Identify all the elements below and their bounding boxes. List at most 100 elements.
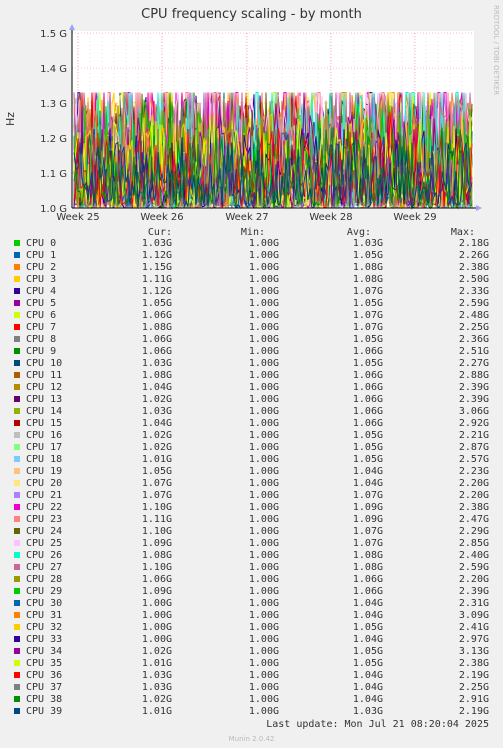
legend-swatch xyxy=(14,708,20,714)
legend-cur: 1.02G xyxy=(142,694,172,705)
legend-avg: 1.06G xyxy=(353,418,383,429)
legend: CPU 0 1.03G 1.00G 1.03G 2.18G CPU 1 1.12G 1.00G… xyxy=(14,238,489,717)
legend-row: CPU 31 1.00G 1.00G 1.04G 3.09G xyxy=(14,610,489,621)
legend-name: CPU 34 xyxy=(26,646,62,657)
legend-swatch xyxy=(14,300,20,306)
legend-row: CPU 22 1.10G 1.00G 1.09G 2.38G xyxy=(14,502,489,513)
legend-swatch xyxy=(14,504,20,510)
legend-max: 2.26G xyxy=(459,250,489,261)
legend-name: CPU 27 xyxy=(26,562,62,573)
legend-max: 2.88G xyxy=(459,370,489,381)
legend-swatch xyxy=(14,348,20,354)
legend-cur: 1.00G xyxy=(142,598,172,609)
legend-name: CPU 24 xyxy=(26,526,62,537)
chart-title: CPU frequency scaling - by month xyxy=(141,7,362,22)
legend-max: 2.57G xyxy=(459,454,489,465)
legend-min: 1.00G xyxy=(249,478,279,489)
legend-min: 1.00G xyxy=(249,694,279,705)
legend-swatch xyxy=(14,420,20,426)
legend-swatch xyxy=(14,600,20,606)
legend-cur: 1.07G xyxy=(142,490,172,501)
legend-swatch xyxy=(14,432,20,438)
legend-swatch xyxy=(14,564,20,570)
legend-max: 2.18G xyxy=(459,238,489,249)
legend-cur: 1.00G xyxy=(142,634,172,645)
y-tick-label: 1.4 G xyxy=(40,64,67,75)
legend-min: 1.00G xyxy=(249,550,279,561)
legend-row: CPU 8 1.06G 1.00G 1.05G 2.36G xyxy=(14,334,489,345)
legend-cur: 1.01G xyxy=(142,658,172,669)
legend-name: CPU 33 xyxy=(26,634,62,645)
legend-row: CPU 18 1.01G 1.00G 1.05G 2.57G xyxy=(14,454,489,465)
series-lines xyxy=(73,90,473,210)
legend-name: CPU 23 xyxy=(26,514,62,525)
legend-min: 1.00G xyxy=(249,310,279,321)
legend-name: CPU 14 xyxy=(26,406,62,417)
legend-cur: 1.05G xyxy=(142,298,172,309)
legend-max: 2.27G xyxy=(459,358,489,369)
legend-avg: 1.06G xyxy=(353,370,383,381)
legend-swatch xyxy=(14,372,20,378)
legend-row: CPU 25 1.09G 1.00G 1.07G 2.85G xyxy=(14,538,489,549)
legend-min: 1.00G xyxy=(249,502,279,513)
legend-max: 2.51G xyxy=(459,346,489,357)
legend-min: 1.00G xyxy=(249,574,279,585)
legend-avg: 1.05G xyxy=(353,454,383,465)
legend-row: CPU 23 1.11G 1.00G 1.09G 2.47G xyxy=(14,514,489,525)
legend-avg: 1.07G xyxy=(353,538,383,549)
legend-max: 2.21G xyxy=(459,430,489,441)
legend-min: 1.00G xyxy=(249,346,279,357)
legend-avg: 1.06G xyxy=(353,346,383,357)
legend-swatch xyxy=(14,384,20,390)
legend-cur: 1.00G xyxy=(142,610,172,621)
legend-min: 1.00G xyxy=(249,526,279,537)
legend-avg: 1.06G xyxy=(353,574,383,585)
legend-name: CPU 25 xyxy=(26,538,62,549)
legend-cur: 1.10G xyxy=(142,502,172,513)
legend-avg: 1.07G xyxy=(353,310,383,321)
legend-avg: 1.08G xyxy=(353,550,383,561)
legend-row: CPU 36 1.03G 1.00G 1.04G 2.19G xyxy=(14,670,489,681)
legend-swatch xyxy=(14,672,20,678)
legend-max: 2.31G xyxy=(459,598,489,609)
legend-cur: 1.03G xyxy=(142,670,172,681)
legend-min: 1.00G xyxy=(249,370,279,381)
legend-row: CPU 0 1.03G 1.00G 1.03G 2.18G xyxy=(14,238,489,249)
legend-name: CPU 37 xyxy=(26,682,62,693)
x-tick-label: Week 26 xyxy=(140,212,183,223)
legend-max: 2.39G xyxy=(459,394,489,405)
legend-row: CPU 29 1.09G 1.00G 1.06G 2.39G xyxy=(14,586,489,597)
legend-row: CPU 19 1.05G 1.00G 1.04G 2.23G xyxy=(14,466,489,477)
legend-cur: 1.08G xyxy=(142,322,172,333)
legend-avg: 1.05G xyxy=(353,334,383,345)
legend-swatch xyxy=(14,648,20,654)
legend-col-max: Max: xyxy=(451,227,475,238)
legend-avg: 1.06G xyxy=(353,406,383,417)
legend-max: 2.38G xyxy=(459,658,489,669)
legend-min: 1.00G xyxy=(249,406,279,417)
legend-max: 2.20G xyxy=(459,490,489,501)
y-tick-label: 1.3 G xyxy=(40,99,67,110)
legend-max: 2.50G xyxy=(459,274,489,285)
legend-name: CPU 26 xyxy=(26,550,62,561)
legend-swatch xyxy=(14,276,20,282)
legend-cur: 1.03G xyxy=(142,358,172,369)
legend-cur: 1.02G xyxy=(142,394,172,405)
legend-row: CPU 6 1.06G 1.00G 1.07G 2.48G xyxy=(14,310,489,321)
legend-cur: 1.09G xyxy=(142,538,172,549)
legend-cur: 1.02G xyxy=(142,430,172,441)
legend-row: CPU 35 1.01G 1.00G 1.05G 2.38G xyxy=(14,658,489,669)
legend-swatch xyxy=(14,360,20,366)
legend-name: CPU 39 xyxy=(26,706,62,717)
legend-name: CPU 22 xyxy=(26,502,62,513)
legend-min: 1.00G xyxy=(249,394,279,405)
legend-avg: 1.06G xyxy=(353,586,383,597)
legend-swatch xyxy=(14,492,20,498)
legend-cur: 1.06G xyxy=(142,574,172,585)
x-tick-label: Week 28 xyxy=(309,212,352,223)
legend-max: 3.09G xyxy=(459,610,489,621)
legend-name: CPU 36 xyxy=(26,670,62,681)
legend-name: CPU 28 xyxy=(26,574,62,585)
legend-row: CPU 5 1.05G 1.00G 1.05G 2.59G xyxy=(14,298,489,309)
legend-row: CPU 20 1.07G 1.00G 1.04G 2.20G xyxy=(14,478,489,489)
